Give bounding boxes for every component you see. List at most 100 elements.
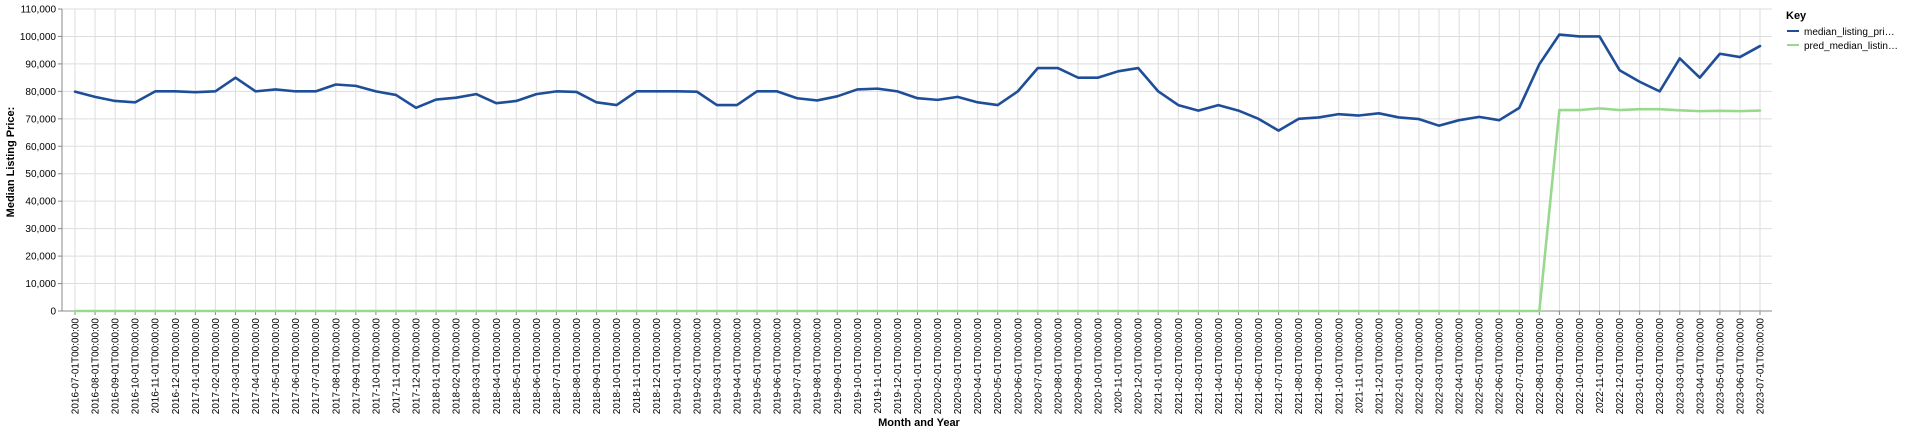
legend-label-median: median_listing_pri… — [1804, 27, 1895, 38]
y-tick-label: 110,000 — [21, 5, 57, 16]
x-tick-label: 2019-04-01T00:00:00 — [732, 318, 743, 415]
y-tick-label: 80,000 — [25, 87, 56, 98]
series-line-0 — [73, 33, 1762, 132]
x-tick-label: 2018-01-01T00:00:00 — [432, 318, 443, 415]
series-line-1 — [73, 107, 1762, 313]
x-tick-label: 2017-10-01T00:00:00 — [371, 318, 382, 415]
x-tick-label: 2020-06-01T00:00:00 — [1013, 318, 1024, 415]
x-tick-label: 2020-01-01T00:00:00 — [913, 318, 924, 415]
x-tick-label: 2019-07-01T00:00:00 — [793, 318, 804, 415]
x-tick-label: 2020-10-01T00:00:00 — [1094, 318, 1105, 415]
x-tick-label: 2016-11-01T00:00:00 — [151, 318, 162, 414]
x-tick-label: 2022-10-01T00:00:00 — [1575, 318, 1586, 415]
x-tick-label: 2021-11-01T00:00:00 — [1354, 318, 1365, 414]
x-tick-label: 2019-09-01T00:00:00 — [833, 318, 844, 415]
x-tick-label: 2018-11-01T00:00:00 — [632, 318, 643, 414]
x-tick-label: 2020-04-01T00:00:00 — [973, 318, 984, 415]
x-tick-label: 2016-08-01T00:00:00 — [91, 318, 102, 415]
x-tick-label: 2020-05-01T00:00:00 — [993, 318, 1004, 415]
x-tick-label: 2018-02-01T00:00:00 — [452, 318, 463, 415]
x-tick-label: 2018-12-01T00:00:00 — [652, 318, 663, 415]
x-tick-label: 2021-02-01T00:00:00 — [1174, 318, 1185, 415]
y-tick-label: 30,000 — [25, 224, 56, 235]
legend-item-median[interactable]: median_listing_pri… — [1787, 27, 1895, 38]
gridlines — [62, 8, 1772, 312]
x-tick-label: 2022-01-01T00:00:00 — [1394, 318, 1405, 415]
x-tick-label: 2020-03-01T00:00:00 — [953, 318, 964, 415]
x-tick-label: 2021-03-01T00:00:00 — [1194, 318, 1205, 415]
x-tick-label: 2023-02-01T00:00:00 — [1655, 318, 1666, 415]
x-tick-label: 2019-03-01T00:00:00 — [712, 318, 723, 415]
x-tick-label: 2023-06-01T00:00:00 — [1735, 318, 1746, 415]
x-tick-label: 2021-07-01T00:00:00 — [1274, 318, 1285, 415]
x-tick-label: 2017-12-01T00:00:00 — [412, 318, 423, 415]
x-tick-label: 2016-10-01T00:00:00 — [131, 318, 142, 415]
x-tick-label: 2021-12-01T00:00:00 — [1374, 318, 1385, 415]
x-tick-label: 2017-09-01T00:00:00 — [351, 318, 362, 415]
x-tick-label: 2023-05-01T00:00:00 — [1715, 318, 1726, 415]
y-tick-label: 100,000 — [20, 32, 57, 43]
x-tick-label: 2021-08-01T00:00:00 — [1294, 318, 1305, 415]
x-tick-label: 2017-04-01T00:00:00 — [251, 318, 262, 415]
x-tick-label: 2017-01-01T00:00:00 — [191, 318, 202, 415]
x-tick-label: 2023-07-01T00:00:00 — [1756, 318, 1767, 415]
x-tick-label: 2022-09-01T00:00:00 — [1555, 318, 1566, 415]
legend-title: Key — [1786, 10, 1807, 22]
x-tick-label: 2022-08-01T00:00:00 — [1535, 318, 1546, 415]
x-tick-label: 2017-05-01T00:00:00 — [271, 318, 282, 415]
x-tick-label: 2022-11-01T00:00:00 — [1595, 318, 1606, 414]
x-tick-label: 2017-07-01T00:00:00 — [311, 318, 322, 415]
x-tick-label: 2017-02-01T00:00:00 — [211, 318, 222, 415]
x-tick-label: 2023-03-01T00:00:00 — [1675, 318, 1686, 415]
y-tick-label: 70,000 — [25, 114, 56, 125]
x-tick-label: 2020-07-01T00:00:00 — [1033, 318, 1044, 415]
x-tick-label: 2021-01-01T00:00:00 — [1154, 318, 1165, 415]
y-axis-title: Median Listing Price: — [5, 107, 17, 218]
x-tick-label: 2016-09-01T00:00:00 — [111, 318, 122, 415]
x-tick-label: 2019-08-01T00:00:00 — [813, 318, 824, 415]
x-tick-label: 2022-04-01T00:00:00 — [1455, 318, 1466, 415]
x-tick-label: 2022-03-01T00:00:00 — [1435, 318, 1446, 415]
x-tick-label: 2022-05-01T00:00:00 — [1475, 318, 1486, 415]
x-tick-label: 2018-08-01T00:00:00 — [572, 318, 583, 415]
legend-item-pred[interactable]: pred_median_listin… — [1787, 41, 1898, 52]
y-tick-label: 10,000 — [25, 279, 56, 290]
x-tick-label: 2016-07-01T00:00:00 — [71, 318, 82, 415]
x-tick-label: 2021-10-01T00:00:00 — [1334, 318, 1345, 415]
legend-label-pred: pred_median_listin… — [1804, 41, 1898, 52]
x-tick-label: 2020-02-01T00:00:00 — [933, 318, 944, 415]
x-tick-label: 2021-09-01T00:00:00 — [1314, 318, 1325, 415]
x-tick-label: 2019-06-01T00:00:00 — [773, 318, 784, 415]
x-tick-label: 2022-12-01T00:00:00 — [1615, 318, 1626, 415]
x-tick-label: 2021-06-01T00:00:00 — [1254, 318, 1265, 415]
x-axis: 2016-07-01T00:00:00 2016-08-01T00:00:00 20… — [62, 310, 1772, 415]
x-tick-label: 2019-12-01T00:00:00 — [893, 318, 904, 415]
x-tick-label: 2023-04-01T00:00:00 — [1695, 318, 1706, 415]
y-tick-label: 20,000 — [25, 252, 56, 263]
x-tick-label: 2018-03-01T00:00:00 — [472, 318, 483, 415]
x-tick-label: 2017-11-01T00:00:00 — [391, 318, 402, 414]
x-tick-label: 2022-06-01T00:00:00 — [1495, 318, 1506, 415]
x-tick-label: 2016-12-01T00:00:00 — [171, 318, 182, 415]
x-tick-label: 2019-01-01T00:00:00 — [672, 318, 683, 415]
y-axis: 0 10,000 20,000 30,000 40,000 50,000 60,000 70,… — [20, 5, 63, 318]
x-tick-label: 2020-08-01T00:00:00 — [1053, 318, 1064, 415]
x-axis-title: Month and Year — [878, 417, 960, 429]
x-tick-label: 2020-09-01T00:00:00 — [1073, 318, 1084, 415]
legend: Key median_listing_pri… pred_median_list… — [1786, 10, 1898, 52]
x-tick-label: 2017-06-01T00:00:00 — [291, 318, 302, 415]
x-tick-label: 2021-04-01T00:00:00 — [1214, 318, 1225, 415]
y-tick-label: 90,000 — [25, 59, 56, 70]
x-tick-label: 2018-09-01T00:00:00 — [592, 318, 603, 415]
x-tick-label: 2018-05-01T00:00:00 — [512, 318, 523, 415]
series-lines — [73, 33, 1762, 313]
y-tick-label: 40,000 — [25, 197, 56, 208]
x-tick-label: 2018-04-01T00:00:00 — [492, 318, 503, 415]
x-tick-label: 2017-08-01T00:00:00 — [331, 318, 342, 415]
x-tick-label: 2018-07-01T00:00:00 — [552, 318, 563, 415]
x-tick-label: 2023-01-01T00:00:00 — [1635, 318, 1646, 415]
x-tick-label: 2019-11-01T00:00:00 — [873, 318, 884, 414]
y-tick-label: 50,000 — [25, 169, 56, 180]
x-tick-label: 2019-05-01T00:00:00 — [753, 318, 764, 415]
